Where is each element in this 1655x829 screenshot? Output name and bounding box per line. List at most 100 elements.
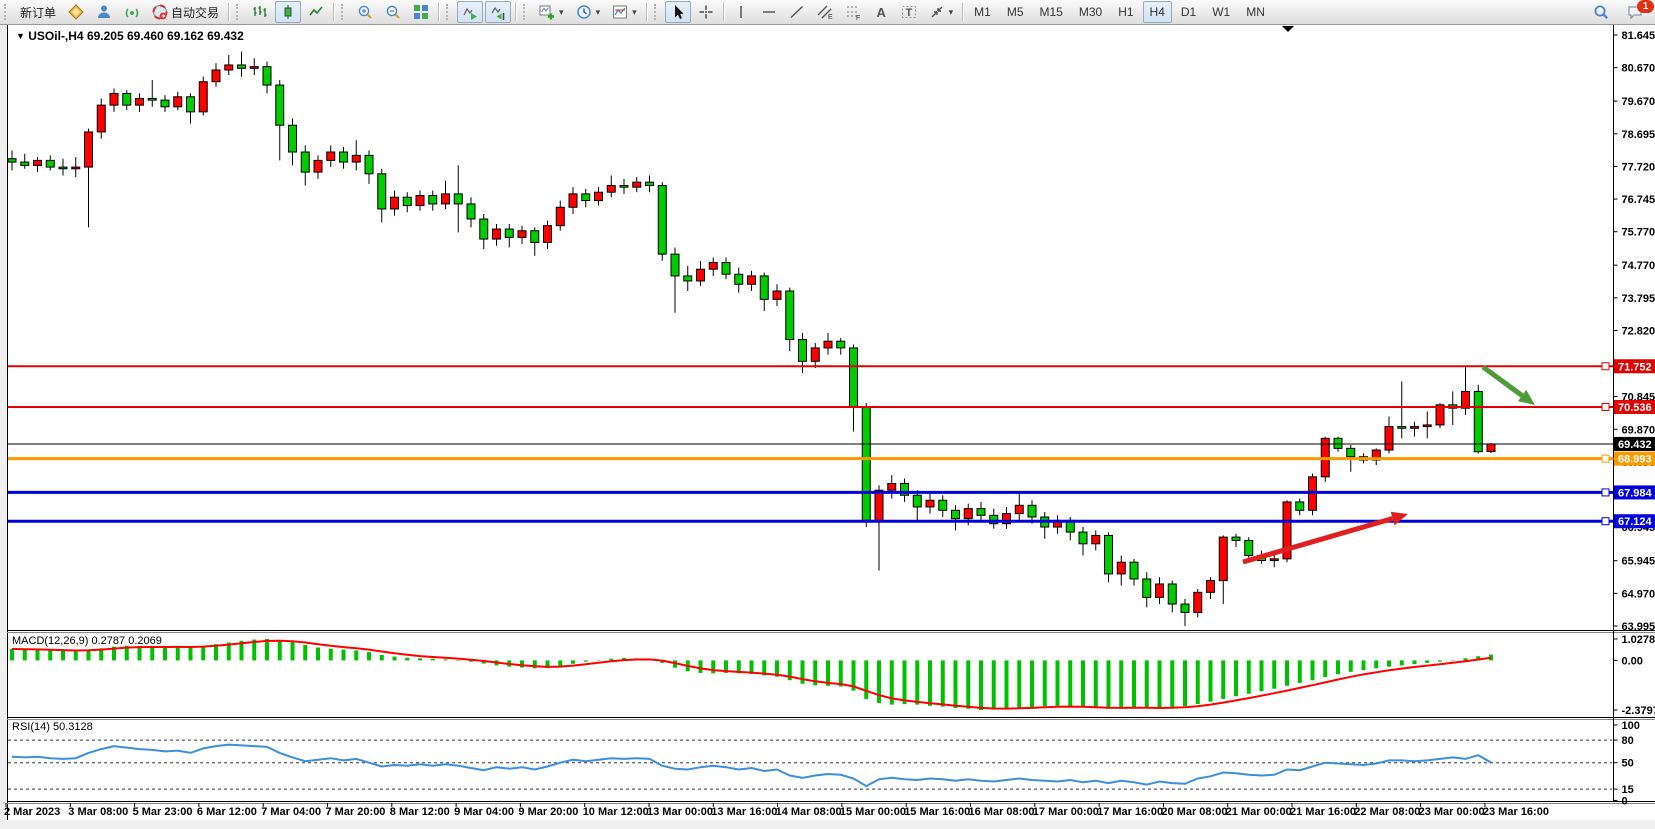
- candle[interactable]: [1078, 527, 1088, 556]
- timeframe-h4-button[interactable]: H4: [1142, 1, 1172, 23]
- candle[interactable]: [1269, 553, 1279, 568]
- candle[interactable]: [288, 118, 297, 166]
- candle[interactable]: [1244, 537, 1254, 559]
- timeframe-m30-button[interactable]: M30: [1078, 5, 1103, 19]
- candle[interactable]: [1295, 498, 1305, 516]
- candle[interactable]: [1231, 533, 1241, 548]
- candle[interactable]: [313, 155, 323, 179]
- candle[interactable]: [1014, 491, 1024, 521]
- candle[interactable]: [224, 54, 234, 76]
- candle[interactable]: [135, 93, 144, 112]
- candle[interactable]: [1129, 558, 1139, 586]
- candle[interactable]: [900, 478, 909, 502]
- candle[interactable]: [747, 270, 756, 291]
- timeframe-m1-button[interactable]: M1: [974, 5, 991, 19]
- candle[interactable]: [568, 187, 578, 214]
- text-button[interactable]: A: [868, 1, 894, 23]
- candle[interactable]: [237, 51, 246, 77]
- candle[interactable]: [45, 155, 55, 171]
- timeframe-h1-button[interactable]: H1: [1118, 5, 1134, 19]
- candle[interactable]: [645, 175, 654, 193]
- candle[interactable]: [938, 495, 948, 518]
- candle[interactable]: [492, 224, 501, 246]
- zoom-in-button[interactable]: [352, 1, 378, 23]
- candle[interactable]: [20, 153, 30, 169]
- candle[interactable]: [670, 247, 680, 313]
- candle[interactable]: [186, 93, 195, 124]
- chart-shift-button[interactable]: [485, 1, 512, 23]
- candle[interactable]: [951, 505, 960, 531]
- candle[interactable]: [1116, 555, 1126, 586]
- candle[interactable]: [1155, 577, 1164, 605]
- candlestick-button[interactable]: [275, 1, 302, 23]
- line-chart-button[interactable]: [303, 1, 329, 23]
- red-trend-arrow[interactable]: [1242, 511, 1408, 565]
- timeframe-m5-button[interactable]: M5: [1006, 5, 1024, 19]
- candle[interactable]: [96, 98, 106, 139]
- candle[interactable]: [160, 95, 170, 112]
- candle[interactable]: [390, 190, 399, 216]
- candle[interactable]: [823, 332, 833, 355]
- search-button[interactable]: [1588, 1, 1614, 23]
- bar-chart-button[interactable]: [247, 1, 273, 23]
- candle[interactable]: [441, 180, 450, 209]
- candle[interactable]: [619, 178, 629, 194]
- candle[interactable]: [122, 90, 132, 111]
- green-trend-arrow[interactable]: [1481, 364, 1535, 405]
- candle[interactable]: [708, 257, 718, 276]
- candle[interactable]: [1473, 384, 1483, 454]
- auto-trading-button[interactable]: 自动交易: [147, 1, 224, 23]
- candle[interactable]: [1308, 473, 1317, 516]
- candle[interactable]: [377, 168, 387, 223]
- candle[interactable]: [721, 257, 731, 280]
- candle[interactable]: [581, 188, 591, 208]
- chart-title-collapse-icon[interactable]: ▼: [16, 31, 25, 41]
- candle[interactable]: [1410, 421, 1419, 437]
- candle[interactable]: [71, 157, 81, 178]
- candle[interactable]: [530, 227, 540, 256]
- candle[interactable]: [810, 342, 820, 368]
- history-center-button[interactable]: [63, 1, 89, 23]
- candle[interactable]: [772, 284, 782, 307]
- candle[interactable]: [351, 140, 361, 171]
- candle[interactable]: [1167, 580, 1177, 613]
- candle[interactable]: [1384, 416, 1394, 454]
- candle[interactable]: [147, 80, 157, 107]
- candle[interactable]: [415, 190, 425, 211]
- fibonacci-button[interactable]: F: [840, 1, 866, 23]
- candle[interactable]: [1282, 500, 1292, 563]
- candle[interactable]: [364, 150, 374, 184]
- candle[interactable]: [861, 403, 871, 528]
- candle[interactable]: [1397, 381, 1407, 439]
- candle[interactable]: [543, 220, 552, 250]
- vertical-line-button[interactable]: [728, 1, 754, 23]
- level-handle[interactable]: [1601, 362, 1610, 371]
- new-chart-button[interactable]: ▾: [534, 1, 569, 23]
- candle[interactable]: [262, 61, 272, 94]
- zoom-out-button[interactable]: [380, 1, 406, 23]
- period-button[interactable]: ▾: [571, 1, 606, 23]
- candle[interactable]: [402, 192, 412, 213]
- candle[interactable]: [466, 197, 476, 228]
- candle[interactable]: [428, 190, 438, 211]
- candle[interactable]: [249, 58, 259, 76]
- level-handle[interactable]: [1601, 402, 1610, 411]
- candle[interactable]: [734, 267, 744, 293]
- candle[interactable]: [836, 337, 846, 355]
- candle[interactable]: [696, 260, 705, 286]
- candle[interactable]: [683, 265, 693, 291]
- horizontal-line-button[interactable]: [756, 1, 782, 23]
- crosshair-button[interactable]: [693, 1, 719, 23]
- candle[interactable]: [555, 200, 565, 231]
- market-watch-button[interactable]: [91, 1, 117, 23]
- level-handle[interactable]: [1601, 517, 1610, 526]
- candle[interactable]: [84, 128, 93, 228]
- candle[interactable]: [453, 165, 463, 233]
- candle[interactable]: [1002, 506, 1011, 529]
- candle[interactable]: [1180, 599, 1190, 627]
- candle[interactable]: [785, 287, 795, 352]
- candle[interactable]: [606, 175, 616, 198]
- candle[interactable]: [173, 91, 183, 111]
- cursor-button[interactable]: [664, 1, 691, 23]
- signals-button[interactable]: [119, 1, 145, 23]
